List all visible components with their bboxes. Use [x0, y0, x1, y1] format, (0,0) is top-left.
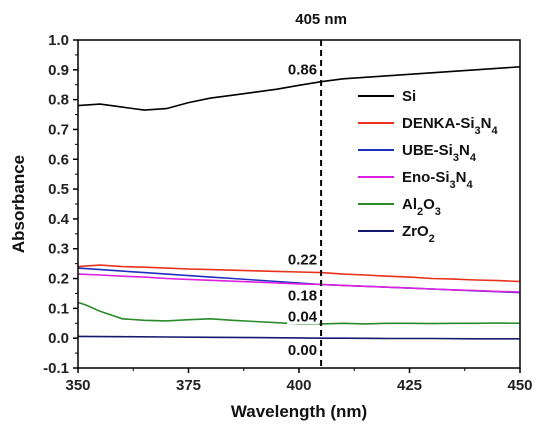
subscript: 3 [450, 179, 456, 191]
subscript: 3 [453, 152, 459, 164]
x-tick-label: 375 [176, 377, 201, 394]
x-tick-label: 425 [397, 377, 422, 394]
y-tick-label: 0.9 [48, 62, 69, 79]
legend-label-4: Al2O3 [402, 196, 441, 218]
annotation-value: 0.00 [288, 342, 317, 359]
y-tick-label: 0.8 [48, 92, 69, 109]
series-line-1 [77, 264, 521, 283]
y-tick-label: -0.1 [43, 360, 69, 377]
legend-text-part: UBE-Si [402, 142, 453, 159]
legend-label-1: DENKA-Si3N4 [402, 115, 498, 137]
annotation-layer: 0.86 0.22 0.18 0.04 0.00 [287, 61, 320, 359]
legend-text-part: Al [402, 196, 417, 213]
annotation-bg [287, 287, 320, 304]
series-line-0 [77, 66, 521, 111]
series-line-5 [77, 335, 520, 340]
legend-text-part: N [456, 169, 467, 186]
axes-layer: -0.1 0.0 0.1 0.2 0.3 0.4 0.5 0.6 0.7 0.8 0.9 1.0 350… [43, 32, 532, 394]
x-tick-label: 350 [65, 377, 90, 394]
y-tick-label: 0.2 [48, 271, 69, 288]
legend-text-part: DENKA-Si [402, 115, 475, 132]
legend-label-0: Si [402, 88, 416, 105]
series-line-4 [77, 301, 521, 325]
subscript: 2 [417, 206, 423, 218]
annotation-value: 0.04 [288, 308, 318, 325]
subscript: 4 [491, 125, 498, 137]
legend-text-part: Si [402, 88, 416, 105]
legend-label-5: ZrO2 [402, 223, 435, 245]
y-tick-label: 0.1 [48, 300, 69, 317]
subscript: 2 [429, 233, 435, 245]
legend-text-part: ZrO [402, 223, 429, 240]
subscript: 3 [435, 206, 441, 218]
annotation-bg [287, 61, 320, 78]
y-tick-label: 0.3 [48, 241, 69, 258]
annotation-value: 0.18 [288, 288, 317, 305]
x-tick-label: 450 [507, 377, 532, 394]
legend-text-part: Eno-Si [402, 169, 450, 186]
legend-label-2: UBE-Si3N4 [402, 142, 477, 164]
series-layer [77, 66, 521, 340]
series-line-3 [77, 273, 521, 293]
y-tick-label: 0.4 [48, 211, 70, 228]
y-tick-label: 0.0 [48, 330, 69, 347]
y-tick-label: 0.7 [48, 121, 69, 138]
x-axis-title: Wavelength (nm) [231, 402, 367, 421]
legend-text-part: N [459, 142, 470, 159]
annotation-value: 0.22 [288, 252, 317, 269]
marker-layer: 405 nm [295, 11, 347, 368]
y-tick-label: 0.5 [48, 181, 69, 198]
legend-label-3: Eno-Si3N4 [402, 169, 473, 191]
annotation-bg [287, 308, 320, 325]
marker-label: 405 nm [295, 11, 347, 28]
legend-text-part: O [423, 196, 435, 213]
legend-text-part: N [481, 115, 492, 132]
subscript: 3 [475, 125, 481, 137]
y-tick-label: 1.0 [48, 32, 69, 49]
y-axis-title: Absorbance [9, 155, 28, 253]
annotation-bg [287, 342, 320, 359]
annotation-value: 0.86 [288, 62, 317, 79]
y-tick-label: 0.6 [48, 151, 69, 168]
subscript: 4 [470, 152, 477, 164]
x-tick-label: 400 [286, 377, 311, 394]
subscript: 4 [466, 179, 473, 191]
annotation-bg [287, 251, 320, 268]
